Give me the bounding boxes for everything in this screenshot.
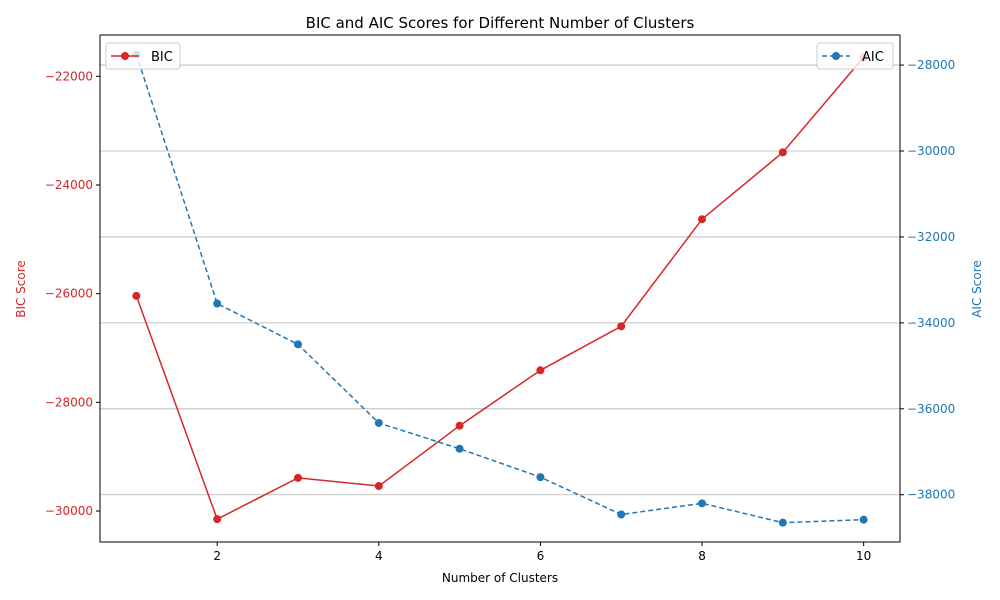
y-tick-label-aic: −30000 — [907, 144, 955, 158]
aic-point — [778, 518, 787, 527]
y-tick-label-bic: −22000 — [45, 69, 93, 83]
x-axis: 2 4 6 8 10 — [213, 542, 871, 563]
x-axis-label: Number of Clusters — [442, 571, 558, 585]
aic-point — [213, 299, 222, 308]
legend-bic-label: BIC — [151, 50, 173, 65]
x-tick-label: 2 — [213, 549, 221, 563]
plot-frame — [99, 34, 901, 543]
bic-line — [135, 56, 865, 521]
y-tick-label-bic: −26000 — [45, 287, 93, 301]
aic-point — [698, 499, 707, 508]
legend-aic-marker — [832, 52, 840, 60]
x-tick-label: 6 — [537, 549, 545, 563]
y-axis-label-bic: BIC Score — [14, 260, 28, 318]
y-tick-label-bic: −24000 — [45, 178, 93, 192]
legend-bic: BIC — [105, 42, 181, 70]
gridlines — [100, 64, 900, 496]
aic-point — [536, 473, 545, 482]
bic-point — [536, 366, 545, 375]
y-axis-label-aic: AIC Score — [970, 260, 984, 318]
y-tick-label-bic: −28000 — [45, 395, 93, 409]
bic-point — [213, 515, 222, 524]
aic-point — [293, 340, 302, 349]
aic-point — [455, 444, 464, 453]
aic-line — [135, 54, 864, 524]
legend-aic-label: AIC — [862, 50, 884, 65]
y-tick-label-aic: −28000 — [907, 58, 955, 72]
bic-point — [293, 473, 302, 482]
aic-point — [617, 510, 626, 519]
legend-aic: AIC — [816, 42, 894, 70]
aic-point — [374, 418, 383, 427]
y-tick-label-aic: −34000 — [907, 316, 955, 330]
y-tick-label-aic: −36000 — [907, 402, 955, 416]
bic-point — [455, 421, 464, 430]
bic-point — [778, 148, 787, 157]
y-tick-label-aic: −38000 — [907, 488, 955, 502]
legend-bic-frame — [105, 42, 181, 70]
bic-point — [698, 215, 707, 224]
legend-bic-marker — [121, 52, 129, 60]
bic-point — [132, 291, 141, 300]
bic-point — [374, 482, 383, 491]
aic-point — [859, 515, 868, 524]
y-axis-bic: −30000 −28000 −26000 −24000 −22000 — [45, 69, 100, 518]
x-tick-label: 8 — [698, 549, 706, 563]
y-axis-aic: −38000 −36000 −34000 −32000 −30000 −28000 — [900, 58, 955, 502]
legend-aic-frame — [816, 42, 894, 70]
y-tick-label-bic: −30000 — [45, 504, 93, 518]
y-tick-label-aic: −32000 — [907, 230, 955, 244]
bic-point — [617, 322, 626, 331]
x-tick-label: 10 — [856, 549, 871, 563]
x-tick-label: 4 — [375, 549, 383, 563]
chart-title: BIC and AIC Scores for Different Number … — [306, 14, 695, 32]
